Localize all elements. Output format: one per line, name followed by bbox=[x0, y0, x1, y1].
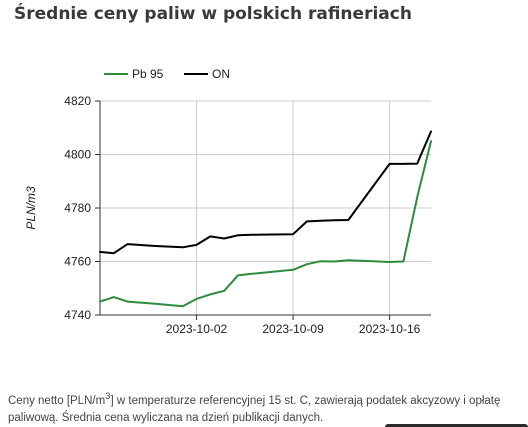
y-tick-label: 4780 bbox=[64, 201, 91, 215]
footnote-superscript: 3 bbox=[105, 391, 111, 402]
series-line-on bbox=[99, 130, 432, 255]
legend-swatch-pb95 bbox=[104, 73, 128, 75]
label-layer: 4740 4760 4780 4800 4820 2023-10-02 2023-10-09… bbox=[24, 94, 421, 336]
legend-swatch-on bbox=[184, 73, 208, 75]
axis-layer bbox=[95, 100, 431, 320]
bottom-tab[interactable] bbox=[385, 424, 528, 427]
legend-label-pb95: Pb 95 bbox=[132, 67, 164, 81]
legend-label-on: ON bbox=[212, 67, 230, 81]
y-tick-label: 4740 bbox=[64, 308, 91, 322]
x-tick-label: 2023-10-09 bbox=[262, 322, 324, 336]
footnote-suffix: ] w temperaturze referencyjnej 15 st. C,… bbox=[8, 394, 501, 424]
footnote: Ceny netto [PLN/m3] w temperaturze refer… bbox=[8, 388, 523, 427]
series-line-pb95 bbox=[99, 140, 432, 308]
grid-layer bbox=[100, 100, 431, 315]
price-line-chart: 4740 4760 4780 4800 4820 2023-10-02 2023-10-09… bbox=[24, 94, 432, 336]
y-tick-label: 4820 bbox=[64, 94, 91, 108]
x-tick-label: 2023-10-02 bbox=[166, 322, 228, 336]
series-layer bbox=[99, 130, 432, 308]
x-tick-label: 2023-10-16 bbox=[359, 322, 421, 336]
footnote-prefix: Ceny netto [PLN/m bbox=[8, 394, 106, 407]
y-axis-label: PLN/m3 bbox=[24, 186, 38, 230]
y-tick-label: 4760 bbox=[64, 255, 91, 269]
y-tick-label: 4800 bbox=[64, 148, 91, 162]
page-title: Średnie ceny paliw w polskich rafineriac… bbox=[14, 4, 412, 24]
